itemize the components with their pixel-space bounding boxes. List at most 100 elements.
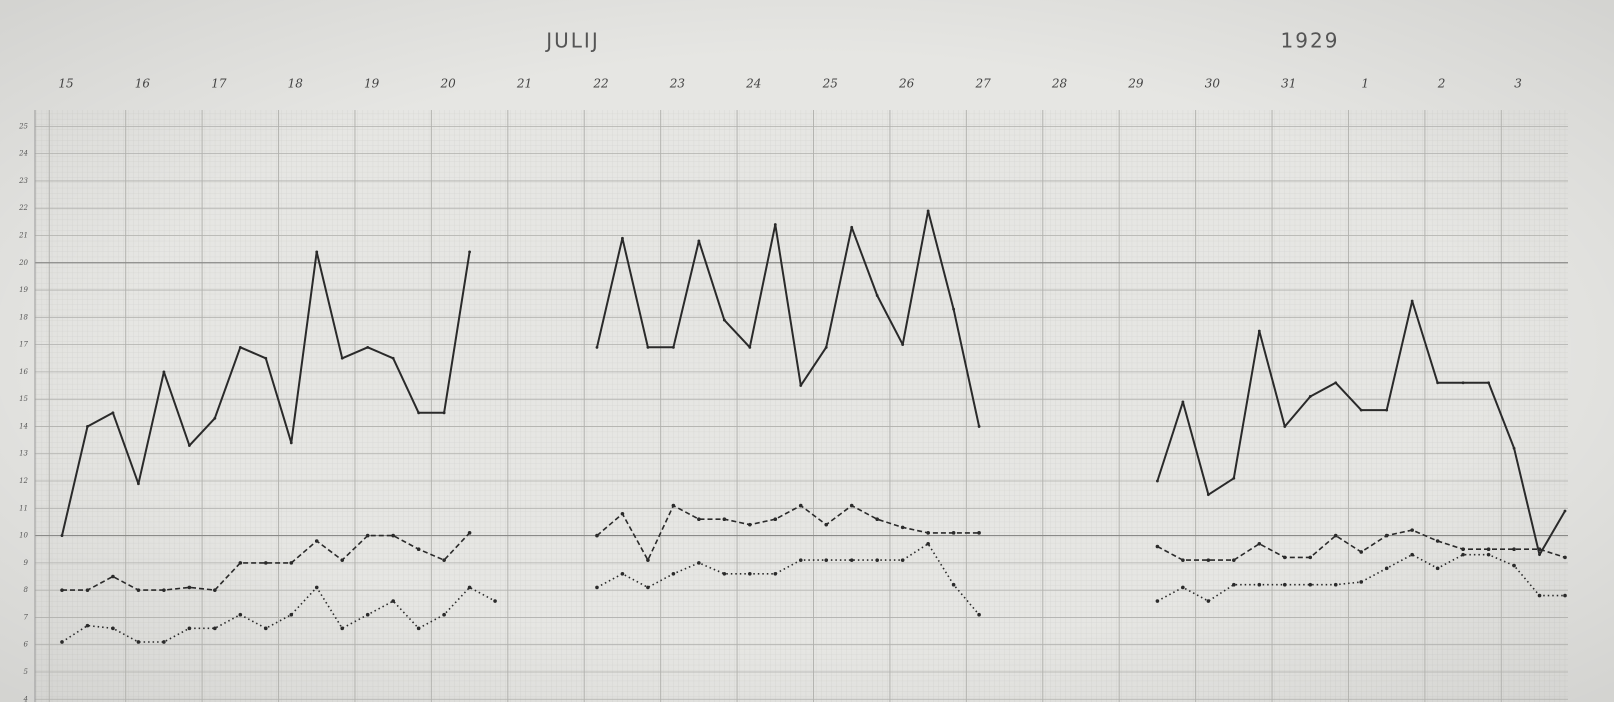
- data-point: [1207, 493, 1210, 496]
- data-point: [213, 627, 217, 631]
- y-tick-label: 6: [24, 641, 29, 649]
- x-tick-label: 28: [1051, 77, 1068, 91]
- y-tick-label: 8: [24, 586, 29, 594]
- data-point: [340, 558, 344, 562]
- data-point: [60, 588, 64, 592]
- data-point: [1232, 558, 1236, 562]
- x-tick-label: 15: [58, 77, 73, 91]
- data-point: [264, 357, 267, 360]
- x-tick-label: 3: [1514, 77, 1522, 91]
- data-point: [1181, 401, 1184, 404]
- data-point: [1461, 547, 1465, 551]
- data-point: [137, 640, 141, 644]
- chart-subtitle: 1929: [1281, 29, 1340, 53]
- data-point: [239, 613, 243, 617]
- y-tick-label: 9: [24, 559, 29, 567]
- data-point: [239, 346, 242, 349]
- data-point: [1385, 567, 1389, 571]
- data-point: [621, 237, 624, 240]
- data-point: [926, 531, 930, 535]
- data-point: [1207, 599, 1211, 603]
- data-point: [978, 425, 981, 428]
- data-point: [391, 599, 395, 603]
- x-tick-label: 20: [439, 77, 456, 91]
- data-point: [1181, 558, 1185, 562]
- data-point: [672, 346, 675, 349]
- data-point: [417, 547, 421, 551]
- data-point: [442, 613, 446, 617]
- data-point: [850, 504, 854, 508]
- data-point: [442, 558, 446, 562]
- data-point: [647, 346, 650, 349]
- data-point: [1258, 330, 1261, 333]
- data-point: [239, 561, 243, 565]
- x-tick-label: 25: [822, 77, 838, 91]
- data-point: [315, 586, 319, 590]
- y-tick-label: 10: [19, 532, 28, 540]
- x-tick-label: 17: [211, 77, 227, 91]
- data-point: [825, 346, 828, 349]
- data-point: [443, 411, 446, 414]
- data-point: [392, 357, 395, 360]
- data-point: [468, 586, 472, 590]
- chart: JULIJ 1929 15161718192021222324252627282…: [0, 0, 1614, 702]
- data-point: [1410, 553, 1414, 557]
- x-tick-label: 2: [1437, 77, 1446, 91]
- data-point: [86, 425, 89, 428]
- data-point: [875, 517, 879, 521]
- data-point: [1436, 567, 1440, 571]
- x-tick-label: 27: [974, 77, 991, 91]
- data-point: [1359, 550, 1363, 554]
- data-point: [1156, 480, 1159, 483]
- x-tick-label: 18: [288, 77, 304, 91]
- data-point: [1232, 583, 1236, 587]
- data-point: [646, 558, 650, 562]
- data-point: [112, 411, 115, 414]
- data-point: [391, 534, 395, 538]
- y-tick-label: 24: [18, 150, 28, 158]
- data-point: [876, 294, 879, 297]
- x-tick-label: 19: [364, 77, 380, 91]
- x-tick-label: 16: [135, 77, 151, 91]
- x-tick-label: 26: [898, 77, 915, 91]
- data-point: [697, 240, 700, 243]
- page: {"chart_data": {"type": "line", "title":…: [0, 0, 1614, 702]
- data-point: [417, 411, 420, 414]
- data-point: [1410, 528, 1414, 532]
- data-point: [1283, 425, 1286, 428]
- data-point: [1283, 556, 1287, 560]
- data-point: [340, 627, 344, 631]
- data-point: [621, 512, 625, 516]
- data-point: [748, 346, 751, 349]
- y-tick-label: 22: [18, 204, 28, 212]
- data-point: [1232, 477, 1235, 480]
- data-point: [1512, 547, 1516, 551]
- data-point: [1207, 558, 1211, 562]
- x-tick-label: 30: [1205, 77, 1221, 91]
- data-point: [875, 558, 879, 562]
- data-point: [86, 624, 90, 628]
- data-point: [366, 534, 370, 538]
- data-point: [926, 542, 930, 546]
- data-point: [773, 572, 777, 576]
- data-point: [927, 210, 930, 213]
- x-tick-label: 23: [669, 77, 686, 91]
- y-tick-label: 17: [19, 341, 28, 349]
- data-point: [1385, 409, 1388, 412]
- data-point: [850, 226, 853, 229]
- data-point: [137, 482, 140, 485]
- x-tick-label: 29: [1127, 77, 1144, 91]
- y-tick-label: 21: [18, 231, 28, 239]
- data-point: [111, 627, 115, 631]
- data-point: [595, 534, 599, 538]
- data-point: [799, 504, 803, 508]
- data-point: [264, 561, 268, 565]
- data-point: [1156, 545, 1160, 549]
- data-point: [723, 517, 727, 521]
- data-point: [468, 250, 471, 253]
- chart-title: JULIJ: [544, 29, 599, 53]
- data-point: [748, 572, 752, 576]
- x-tick-label: 1: [1361, 77, 1369, 91]
- data-point: [977, 613, 981, 617]
- data-point: [774, 223, 777, 226]
